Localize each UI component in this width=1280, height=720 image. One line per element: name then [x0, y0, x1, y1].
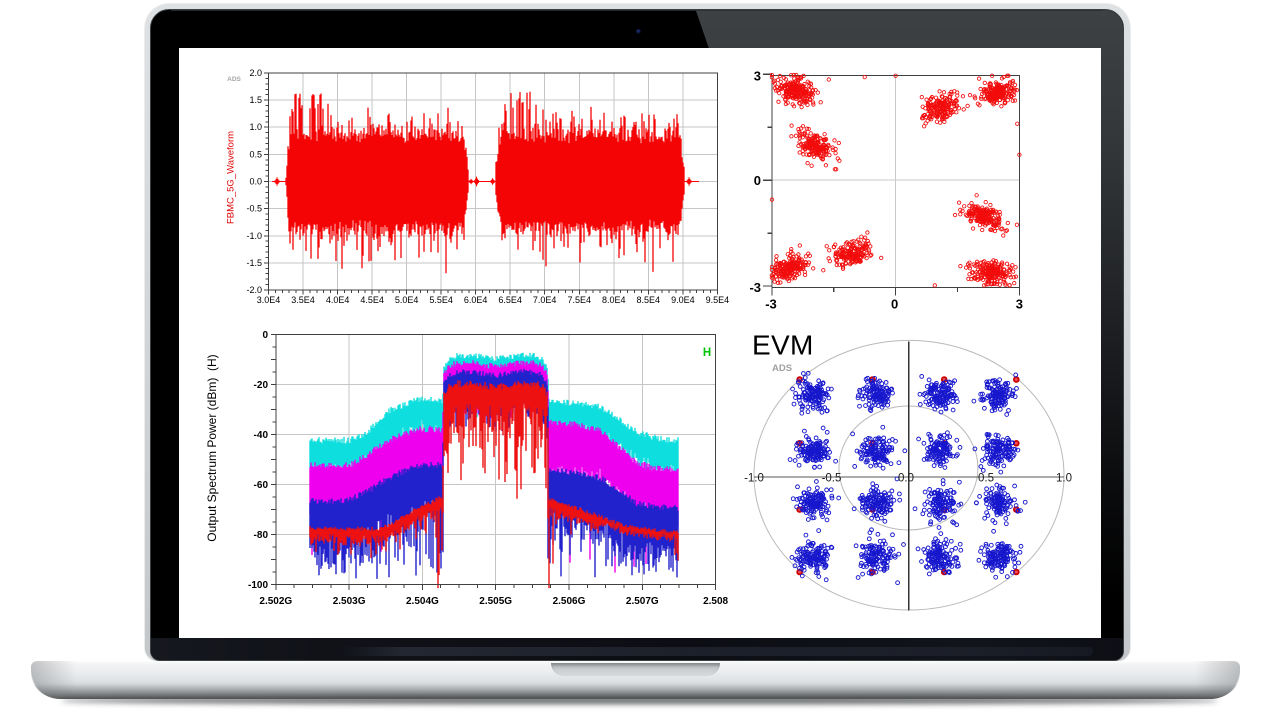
svg-text:-1.0: -1.0: [744, 473, 764, 485]
svg-text:H: H: [703, 347, 711, 359]
svg-text:8.5E4: 8.5E4: [637, 295, 661, 305]
svg-text:-20: -20: [254, 380, 269, 391]
svg-text:6.0E4: 6.0E4: [464, 295, 488, 305]
svg-text:0.5: 0.5: [978, 473, 994, 485]
svg-text:0.0: 0.0: [249, 177, 262, 187]
svg-text:-3: -3: [749, 280, 761, 295]
svg-text:5.0E4: 5.0E4: [395, 295, 419, 305]
svg-text:-40: -40: [254, 430, 269, 441]
svg-text:4.0E4: 4.0E4: [326, 295, 350, 305]
svg-text:8.0E4: 8.0E4: [602, 295, 626, 305]
svg-text:1.0: 1.0: [249, 122, 262, 132]
svg-text:7.0E4: 7.0E4: [533, 295, 557, 305]
svg-text:2.503G: 2.503G: [333, 596, 366, 607]
svg-text:-1.0: -1.0: [246, 231, 262, 241]
svg-text:Output Spectrum Power (dBm) (: Output Spectrum Power (dBm) (H): [205, 354, 219, 541]
svg-text:3.5E4: 3.5E4: [291, 295, 315, 305]
svg-text:0.0: 0.0: [898, 473, 914, 485]
svg-text:ADS: ADS: [227, 76, 241, 83]
svg-text:3: 3: [754, 69, 761, 84]
svg-text:ADS: ADS: [772, 363, 792, 374]
svg-text:1.0: 1.0: [1056, 473, 1072, 485]
svg-text:2.505G: 2.505G: [479, 596, 512, 607]
svg-text:0.5: 0.5: [249, 149, 262, 159]
svg-text:3: 3: [1016, 297, 1023, 312]
svg-text:9.0E4: 9.0E4: [671, 295, 695, 305]
svg-text:2.0: 2.0: [249, 68, 262, 78]
svg-text:-2.0: -2.0: [246, 285, 262, 295]
svg-text:9.5E4: 9.5E4: [706, 295, 730, 305]
svg-text:-100: -100: [248, 580, 268, 591]
svg-text:FBMC_5G_Waveform: FBMC_5G_Waveform: [226, 131, 237, 224]
svg-text:2.504G: 2.504G: [406, 596, 439, 607]
svg-text:-1.5: -1.5: [246, 258, 262, 268]
svg-text:7.5E4: 7.5E4: [568, 295, 592, 305]
svg-text:5.5E4: 5.5E4: [429, 295, 453, 305]
svg-text:2.502G: 2.502G: [259, 596, 292, 607]
svg-text:-3: -3: [765, 297, 777, 312]
svg-text:-80: -80: [254, 530, 269, 541]
svg-text:-0.5: -0.5: [822, 473, 842, 485]
svg-text:-60: -60: [254, 480, 269, 491]
svg-text:6.5E4: 6.5E4: [498, 295, 522, 305]
svg-text:EVM: EVM: [752, 330, 814, 361]
svg-text:4.5E4: 4.5E4: [360, 295, 384, 305]
svg-text:0: 0: [891, 297, 898, 312]
svg-text:0: 0: [754, 173, 761, 188]
svg-text:2.507G: 2.507G: [626, 596, 659, 607]
svg-text:2.508: 2.508: [703, 596, 728, 607]
svg-text:1.5: 1.5: [249, 95, 262, 105]
svg-text:3.0E4: 3.0E4: [257, 295, 281, 305]
svg-text:2.506G: 2.506G: [553, 596, 586, 607]
svg-text:0: 0: [262, 330, 268, 341]
svg-text:-0.5: -0.5: [246, 204, 262, 214]
